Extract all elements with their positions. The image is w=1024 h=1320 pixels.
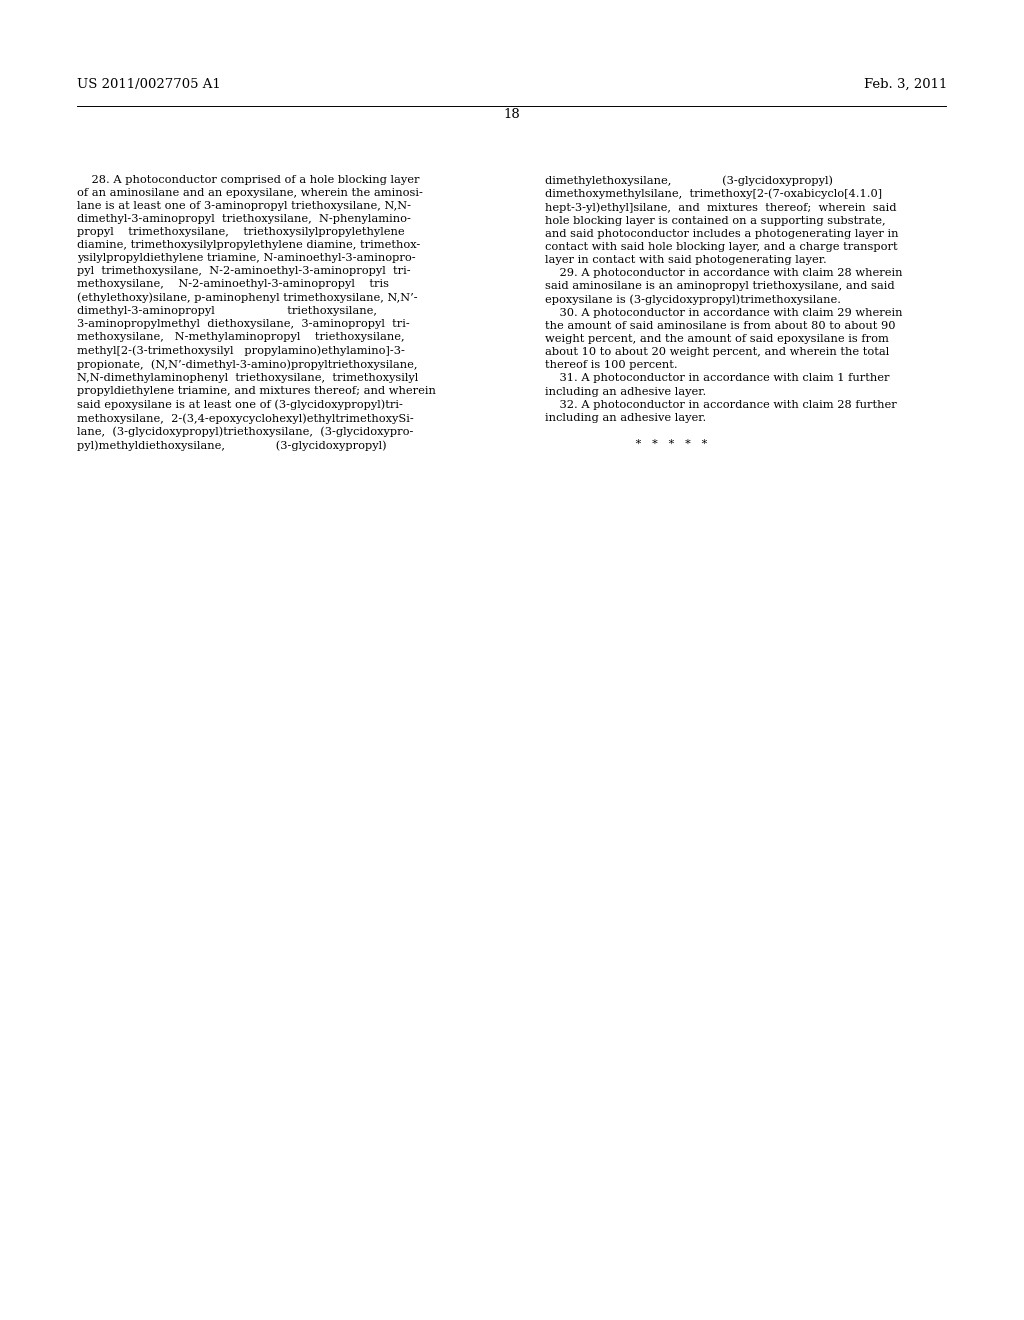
Text: US 2011/0027705 A1: US 2011/0027705 A1 [77,78,220,91]
Text: 28. A photoconductor comprised of a hole blocking layer
of an aminosilane and an: 28. A photoconductor comprised of a hole… [77,176,436,451]
Text: dimethylethoxysilane,              (3-glycidoxypropyl)
dimethoxymethylsilane,  t: dimethylethoxysilane, (3-glycidoxypropyl… [545,176,902,449]
Text: Feb. 3, 2011: Feb. 3, 2011 [864,78,947,91]
Text: 18: 18 [504,108,520,121]
